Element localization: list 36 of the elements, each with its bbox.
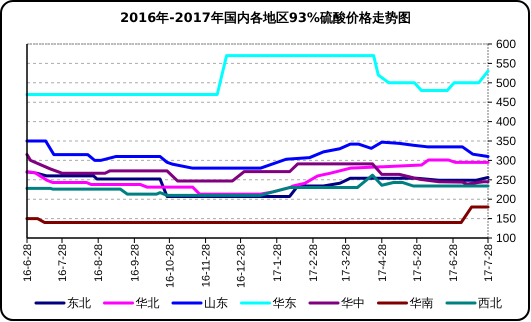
x-tick-label: 16-6-28 — [22, 244, 34, 282]
y-tick-label: 350 — [496, 134, 516, 148]
x-tick-label: 17-5-28 — [412, 244, 424, 282]
legend-label: 华北 — [136, 296, 160, 310]
y-tick-label: 600 — [496, 37, 516, 51]
x-tick-label: 17-3-28 — [340, 244, 353, 282]
line-series — [26, 140, 490, 170]
y-tick-label: 150 — [496, 212, 516, 226]
x-tick-label: 16-10-28 — [164, 244, 176, 288]
legend-label: 西北 — [478, 296, 502, 310]
legend-label: 山东 — [204, 296, 228, 310]
y-tick-label: 500 — [496, 76, 516, 90]
x-tick-label: 17-2-28 — [308, 244, 320, 282]
y-tick-label: 250 — [496, 172, 516, 187]
line-series — [26, 54, 490, 96]
legend-label: 东北 — [67, 296, 91, 310]
legend-label: 华南 — [410, 296, 434, 310]
legend-label: 华中 — [341, 296, 365, 310]
y-tick-label: 200 — [496, 192, 516, 206]
line-series — [26, 153, 490, 186]
x-tick-label: 16-7-28 — [57, 244, 70, 282]
chart-title: 2016年-2017年国内各地区93%硫酸价格走势图 — [120, 10, 411, 26]
x-tick-label: 17-1-28 — [272, 244, 284, 282]
x-tick-label: 16-9-28 — [129, 244, 142, 282]
y-tick-label: 550 — [496, 56, 516, 70]
x-tick-label: 17-4-28 — [376, 244, 389, 282]
x-tick-label: 17-6-28 — [448, 244, 460, 282]
x-tick-label: 17-7-28 — [483, 244, 495, 282]
x-tick-label: 16-8-28 — [93, 244, 106, 282]
x-tick-label: 16-11-28 — [200, 244, 213, 288]
y-tick-label: 100 — [496, 231, 516, 245]
x-tick-label: 16-12-28 — [236, 244, 248, 288]
y-tick-label: 450 — [496, 95, 516, 110]
y-tick-label: 300 — [496, 153, 516, 168]
legend-label: 华东 — [272, 296, 296, 310]
y-tick-label: 400 — [496, 114, 516, 129]
